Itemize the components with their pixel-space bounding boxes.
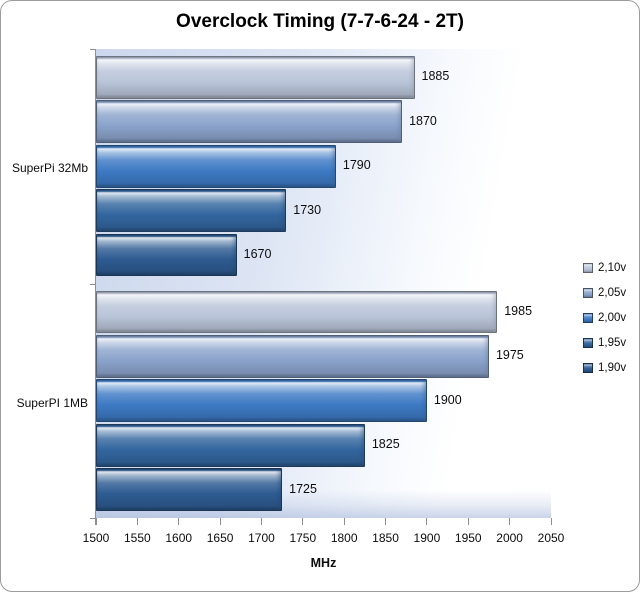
category-label: SuperPi 32Mb xyxy=(11,161,88,176)
category-axis-tick xyxy=(90,283,96,285)
bar xyxy=(96,189,287,233)
bar-value-label: 1725 xyxy=(289,481,317,496)
legend-swatch xyxy=(583,262,593,273)
bar xyxy=(96,290,498,334)
x-axis-tick xyxy=(219,518,221,525)
category-axis-tick xyxy=(90,518,96,519)
x-axis-tick xyxy=(178,518,180,525)
bar-value-label: 1870 xyxy=(409,113,437,128)
legend-swatch xyxy=(583,337,593,348)
x-axis-tick-label: 1500 xyxy=(82,531,110,545)
x-axis-tick xyxy=(95,518,97,525)
x-axis-tick-label: 1800 xyxy=(330,531,358,545)
x-axis-tick-label: 1600 xyxy=(165,531,193,545)
legend-label: 1,95v xyxy=(598,336,627,349)
legend-item: 1,90v xyxy=(583,355,626,380)
x-axis-tick xyxy=(343,518,345,525)
x-axis-tick-label: 1550 xyxy=(124,531,151,545)
legend-item: 2,05v xyxy=(583,280,626,305)
bar xyxy=(96,423,365,467)
bar xyxy=(96,468,283,511)
bar-value-label: 1900 xyxy=(433,392,462,407)
bar-value-label: 1825 xyxy=(371,437,400,452)
bar xyxy=(96,379,427,423)
x-axis-tick xyxy=(136,518,138,525)
legend-swatch xyxy=(583,287,593,298)
x-axis-tick xyxy=(550,518,552,525)
x-axis-tick-label: 2050 xyxy=(537,531,565,545)
legend-label: 2,05v xyxy=(598,286,627,299)
legend-swatch xyxy=(583,362,593,373)
x-axis-tick-label: 1900 xyxy=(413,531,441,545)
x-axis-tick-label: 1850 xyxy=(372,531,399,545)
legend-label: 2,10v xyxy=(598,261,627,274)
bar xyxy=(96,100,403,144)
legend-label: 2,00v xyxy=(598,311,627,324)
x-axis-tick-label: 2000 xyxy=(496,531,523,545)
bar-value-label: 1985 xyxy=(504,303,533,318)
legend-item: 2,00v xyxy=(583,305,626,330)
bar-value-label: 1975 xyxy=(495,348,524,363)
x-axis-tick-label: 1700 xyxy=(248,531,275,545)
x-axis-tick xyxy=(426,518,428,525)
chart-title: Overclock Timing (7-7-6-24 - 2T) xyxy=(176,11,464,32)
x-axis-tick-label: 1650 xyxy=(206,531,234,545)
category-axis-tick xyxy=(90,49,96,50)
bar-value-label: 1790 xyxy=(342,158,371,173)
x-axis-tick xyxy=(260,518,262,525)
x-axis-tick xyxy=(302,518,304,525)
x-axis-tick-label: 1950 xyxy=(454,531,482,545)
legend-label: 1,90v xyxy=(598,361,627,374)
bar xyxy=(96,233,237,277)
x-axis-tick xyxy=(509,518,511,525)
legend-swatch xyxy=(583,312,593,323)
legend-item: 1,95v xyxy=(583,330,626,355)
category-axis-line xyxy=(95,49,96,525)
legend-item: 2,10v xyxy=(583,255,626,280)
x-axis-tick xyxy=(467,518,469,525)
bar-value-label: 1670 xyxy=(243,247,272,262)
x-axis-title: MHz xyxy=(310,556,337,570)
bar xyxy=(96,144,336,188)
bar xyxy=(96,334,489,378)
category-label: SuperPI 1MB xyxy=(16,395,88,410)
x-axis-tick-label: 1750 xyxy=(289,531,317,545)
bar-value-label: 1885 xyxy=(421,69,450,84)
bar xyxy=(96,56,415,99)
x-axis-tick xyxy=(385,518,387,525)
bar-value-label: 1730 xyxy=(293,202,322,217)
legend: 2,10v 2,05v 2,00v 1,95v 1,90v xyxy=(583,255,626,380)
